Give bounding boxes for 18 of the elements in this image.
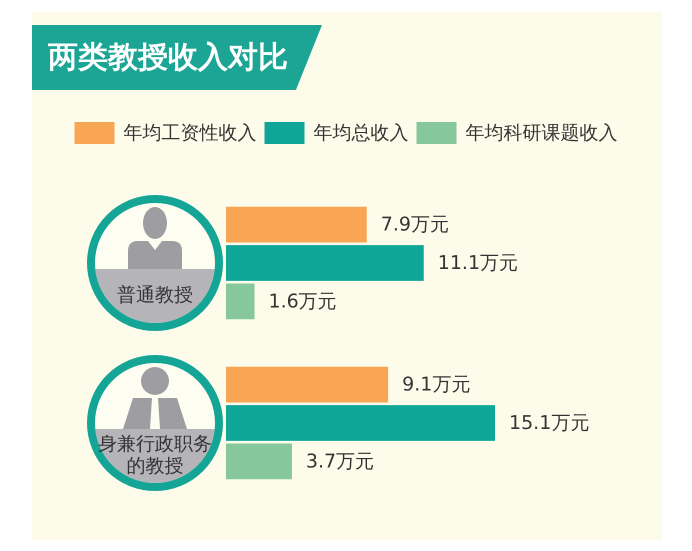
y-tick-label: 普通教授 — [116, 284, 194, 306]
data-label: 7.9万元 — [380, 214, 449, 236]
legend-label: 年均科研课题收入 — [466, 122, 618, 144]
legend-label: 年均总收入 — [314, 122, 408, 144]
data-label: 1.6万元 — [268, 290, 337, 312]
bar — [226, 405, 495, 441]
bar — [226, 206, 367, 242]
bar — [226, 245, 424, 281]
data-label: 9.1万元 — [402, 374, 470, 396]
chart-title: 两类教授收入对比 — [32, 25, 322, 90]
y-tick-label: 身兼行政职务的教授 — [97, 433, 213, 477]
data-label: 15.1万元 — [509, 412, 590, 434]
bar — [226, 444, 292, 480]
legend-label: 年均工资性收入 — [124, 122, 256, 144]
bar — [226, 284, 255, 320]
data-label: 11.1万元 — [438, 252, 518, 274]
data-label: 3.7万元 — [306, 450, 374, 472]
bar — [226, 366, 388, 402]
